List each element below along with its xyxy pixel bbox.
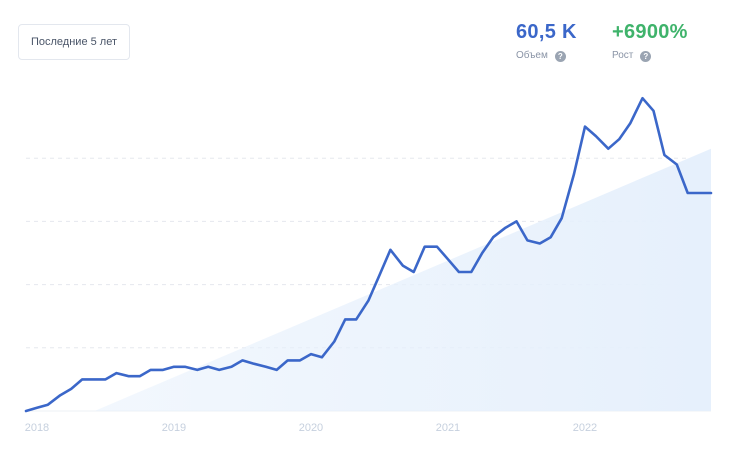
series-line-layer bbox=[24, 96, 713, 413]
growth-value: +6900% bbox=[612, 21, 688, 43]
growth-label: Рост bbox=[612, 50, 634, 61]
x-tick-label-2018: 2018 bbox=[25, 422, 49, 434]
growth-stat: +6900% Рост ? bbox=[612, 20, 688, 62]
x-tick-label-2022: 2022 bbox=[573, 422, 597, 434]
x-axis-ticks: 2018 2019 2020 2021 2022 bbox=[25, 422, 597, 434]
trend-area-layer bbox=[94, 148, 711, 411]
growth-label-row: Рост ? bbox=[612, 50, 688, 62]
period-selector-button[interactable]: Последние 5 лет bbox=[18, 24, 130, 60]
volume-label: Объем bbox=[516, 50, 548, 61]
volume-label-row: Объем ? bbox=[516, 50, 577, 62]
volume-help-icon[interactable]: ? bbox=[554, 50, 566, 62]
x-tick-label-2019: 2019 bbox=[162, 422, 186, 434]
trend-area bbox=[94, 148, 711, 411]
series-line bbox=[24, 96, 713, 413]
x-tick-label-2021: 2021 bbox=[436, 422, 460, 434]
volume-value: 60,5 K bbox=[516, 21, 577, 43]
x-tick-label-2020: 2020 bbox=[299, 422, 323, 434]
volume-stat: 60,5 K Объем ? bbox=[516, 20, 577, 62]
growth-help-icon[interactable]: ? bbox=[640, 50, 652, 62]
